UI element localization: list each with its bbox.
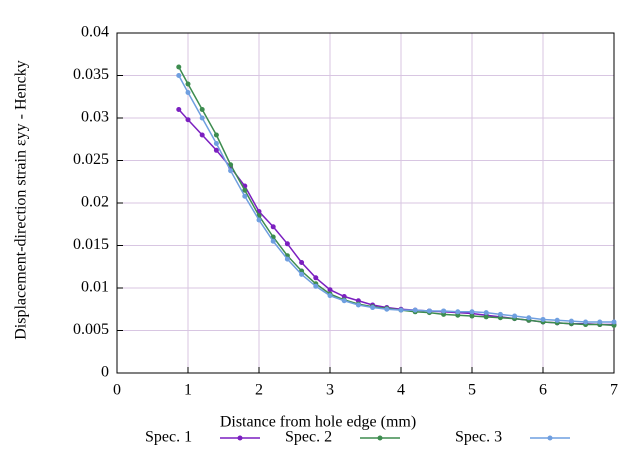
legend-label: Spec. 2 — [285, 429, 332, 446]
data-point — [483, 310, 489, 316]
x-tick-label: 3 — [326, 382, 334, 399]
data-point — [512, 313, 518, 319]
series-line — [178, 108, 614, 326]
legend-label: Spec. 1 — [145, 429, 192, 446]
data-point — [526, 315, 532, 321]
data-point — [228, 162, 234, 168]
data-point — [398, 307, 404, 313]
data-point — [299, 271, 305, 277]
y-tick-label: 0.015 — [73, 236, 109, 253]
data-point — [355, 302, 361, 308]
data-point — [412, 307, 418, 313]
data-point — [384, 306, 390, 312]
data-point — [597, 319, 603, 325]
data-point — [327, 293, 333, 299]
y-tick-label: 0.035 — [73, 66, 109, 83]
data-point — [426, 308, 432, 314]
data-point — [327, 287, 333, 293]
x-tick-label: 1 — [184, 382, 192, 399]
y-axis-label: Displacement-direction strain εyy - Henc… — [13, 60, 30, 340]
data-point — [242, 193, 248, 199]
x-tick-label: 5 — [468, 382, 476, 399]
data-point — [213, 132, 219, 138]
y-tick-label: 0.04 — [81, 24, 109, 41]
data-point — [483, 314, 489, 320]
data-point — [540, 316, 546, 322]
x-tick-label: 0 — [113, 382, 121, 399]
data-point — [497, 311, 503, 317]
y-tick-label: 0.025 — [73, 151, 109, 168]
legend-swatch — [237, 435, 243, 441]
data-point — [370, 305, 376, 311]
data-point — [469, 309, 475, 315]
y-tick-label: 0.01 — [81, 279, 109, 296]
x-tick-label: 6 — [539, 382, 547, 399]
data-point — [242, 187, 248, 193]
data-point — [341, 298, 347, 304]
data-point — [284, 241, 290, 247]
data-point — [199, 107, 205, 112]
data-point — [199, 115, 205, 121]
data-point — [568, 318, 574, 324]
x-tick-label: 7 — [610, 382, 618, 399]
data-point — [469, 313, 475, 319]
data-point — [270, 224, 276, 230]
legend-swatch — [377, 435, 383, 441]
y-tick-label: 0.03 — [81, 109, 109, 126]
plot-frame — [116, 32, 615, 374]
data-point — [299, 260, 305, 265]
data-point — [185, 117, 191, 123]
data-point — [270, 238, 276, 244]
data-point — [583, 319, 589, 325]
data-point — [228, 168, 234, 174]
x-tick-label: 4 — [397, 382, 405, 399]
x-axis-label: Distance from hole edge (mm) — [220, 414, 416, 431]
data-point — [185, 90, 191, 95]
data-point — [199, 132, 205, 138]
y-tick-label: 0.02 — [81, 194, 109, 211]
data-point — [213, 141, 219, 146]
data-point — [176, 73, 182, 78]
data-point — [455, 309, 461, 315]
series-line — [178, 75, 614, 323]
data-point — [256, 217, 262, 223]
y-tick-label: 0 — [101, 364, 109, 381]
data-point — [185, 81, 191, 87]
data-point — [176, 64, 182, 70]
data-point — [554, 317, 560, 323]
y-tick-label: 0.005 — [73, 321, 109, 338]
x-tick-label: 2 — [255, 382, 263, 399]
data-point — [611, 319, 617, 325]
data-point — [284, 256, 290, 262]
data-point — [176, 107, 182, 112]
data-point — [441, 308, 447, 314]
legend-swatch — [547, 435, 553, 441]
data-point — [213, 147, 219, 153]
data-point — [313, 275, 319, 281]
legend-label: Spec. 3 — [455, 429, 502, 446]
data-point — [313, 283, 319, 289]
